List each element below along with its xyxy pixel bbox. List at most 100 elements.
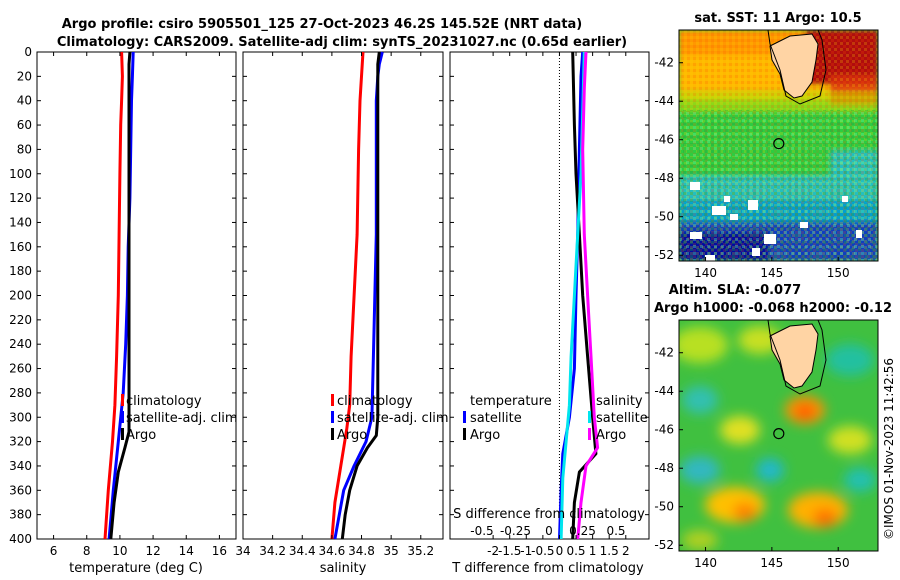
legend-temp-satellite-label: satellite (470, 411, 522, 426)
legend-climatology-label: climatology (337, 394, 413, 409)
shelf-contour (767, 30, 827, 105)
map-y-tick-label: -46 (654, 133, 674, 147)
y-tick-label: 0 (24, 45, 32, 59)
map-y-tick-label: -46 (654, 423, 674, 437)
legend-salinity-title: salinity (596, 394, 643, 409)
sla-map-title-line2: Argo h1000: -0.068 h2000: -0.12 (654, 301, 892, 316)
legend-sal-argo-label: Argo (596, 428, 626, 443)
tasmania-land (769, 323, 819, 389)
legend-satellite-swatch (121, 411, 124, 423)
map-y-tick-label: -50 (654, 210, 674, 224)
legend-temp-satellite-swatch (463, 411, 466, 423)
map-x-tick-label: 150 (827, 266, 850, 280)
x-tick-label: 1.5 (600, 544, 619, 558)
y-tick-label: 160 (9, 240, 32, 254)
legend-argo-label: Argo (337, 428, 367, 443)
map-y-tick-label: -48 (654, 461, 674, 475)
series-temperature-argo (571, 51, 598, 540)
legend-sal-satellite-label: satellite (596, 411, 648, 426)
map-y-tick-label: -42 (654, 56, 674, 70)
series-argo (109, 51, 132, 540)
temperature-legend: climatology satellite-adj. clim Argo (121, 394, 238, 443)
legend-argo-swatch (331, 428, 334, 440)
y-tick-label: 60 (17, 118, 32, 132)
legend-argo-swatch (121, 428, 124, 440)
sla-field (679, 320, 878, 551)
series-climatology (103, 51, 124, 540)
x-tick-label: 34 (235, 544, 250, 558)
legend-argo-label: Argo (126, 428, 156, 443)
map-y-tick-label: -42 (654, 346, 674, 360)
map-y-tick-label: -52 (654, 248, 674, 262)
y-tick-label: 220 (9, 313, 32, 327)
argo-location-marker (773, 428, 785, 440)
x-tick-label: 6 (50, 544, 58, 558)
map-y-tick-label: -44 (654, 384, 674, 398)
difference-xlabel-top: S difference from climatology (453, 507, 645, 522)
x-tick-label: -2 (487, 544, 499, 558)
sla-map-frame (678, 319, 879, 552)
sla-map-title-line1: Altim. SLA: -0.077 (669, 283, 801, 298)
imos-timestamp: ©IMOS 01-Nov-2023 11:42:56 (882, 358, 896, 540)
temperature-panel: 0 20 40 60 80 100 120 140 160 180 200 220 240 260 280 3… (9, 45, 238, 576)
series-climatology (330, 51, 365, 540)
sla-map: Altim. SLA: -0.077 Argo h1000: -0.068 h2… (654, 283, 892, 570)
x-tick-label: 12 (145, 544, 160, 558)
y-tick-label: 300 (9, 410, 32, 424)
s-tick-label: 0.25 (569, 524, 596, 538)
salinity-xlabel: salinity (320, 561, 367, 576)
legend-sal-argo-swatch (588, 428, 591, 440)
map-x-tick-label: 150 (827, 556, 850, 570)
map-x-tick-label: 140 (694, 266, 717, 280)
map-y-tick-label: -50 (654, 500, 674, 514)
x-tick-label: 34.2 (259, 544, 286, 558)
y-tick-label: 280 (9, 386, 32, 400)
cloud-mask (690, 182, 862, 261)
x-tick-label: 35.2 (407, 544, 434, 558)
salinity-legend: climatology satellite-adj. clim Argo (331, 394, 449, 443)
y-tick-label: 400 (9, 532, 32, 546)
difference-panel: -2-1.5-1-0.5 0 0.5 1 1.5 2 T difference from … (449, 51, 650, 576)
y-tick-label: 80 (17, 142, 32, 156)
s-tick-label: 0.5 (606, 524, 625, 538)
argo-location-marker (773, 138, 785, 150)
y-tick-label: 260 (9, 362, 32, 376)
legend-climatology-swatch (121, 394, 124, 406)
x-tick-label: 8 (83, 544, 91, 558)
figure-title-line1: Argo profile: csiro 5905501_125 27-Oct-2… (62, 17, 583, 32)
figure-title-line2: Climatology: CARS2009. Satellite-adj cli… (57, 35, 627, 50)
sst-field (679, 30, 878, 261)
x-tick-label: 1 (589, 544, 597, 558)
s-tick-label: -0.25 (500, 524, 531, 538)
x-tick-label: 34.6 (319, 544, 346, 558)
shelf-contour (767, 320, 827, 395)
x-tick-label: -0.5 (531, 544, 554, 558)
map-x-tick-label: 140 (694, 556, 717, 570)
difference-legend: temperature satellite Argo salinity sate… (463, 394, 648, 443)
sst-map: sat. SST: 11 Argo: 10.5 (654, 11, 879, 280)
legend-satellite-label: satellite-adj. clim (126, 411, 238, 426)
tasmania-land (769, 33, 819, 99)
x-tick-label: 34.8 (348, 544, 375, 558)
y-tick-label: 380 (9, 508, 32, 522)
y-tick-label: 360 (9, 483, 32, 497)
legend-temperature-title: temperature (470, 394, 552, 409)
sst-map-frame (678, 29, 879, 262)
x-tick-label: 14 (179, 544, 194, 558)
s-tick-label: 0 (545, 524, 553, 538)
legend-climatology-label: climatology (126, 394, 202, 409)
legend-climatology-swatch (331, 394, 334, 406)
y-tick-label: 200 (9, 289, 32, 303)
series-salinity-argo (576, 51, 600, 540)
x-tick-label: 10 (112, 544, 127, 558)
series-argo (340, 51, 381, 540)
temperature-axes (36, 51, 237, 540)
x-tick-label: -1.5 (498, 544, 521, 558)
legend-satellite-swatch (331, 411, 334, 423)
x-tick-label: 0.5 (566, 544, 585, 558)
s-tick-label: -0.5 (470, 524, 493, 538)
map-x-tick-label: 145 (760, 556, 783, 570)
y-tick-label: 140 (9, 215, 32, 229)
x-tick-label: 35 (384, 544, 399, 558)
